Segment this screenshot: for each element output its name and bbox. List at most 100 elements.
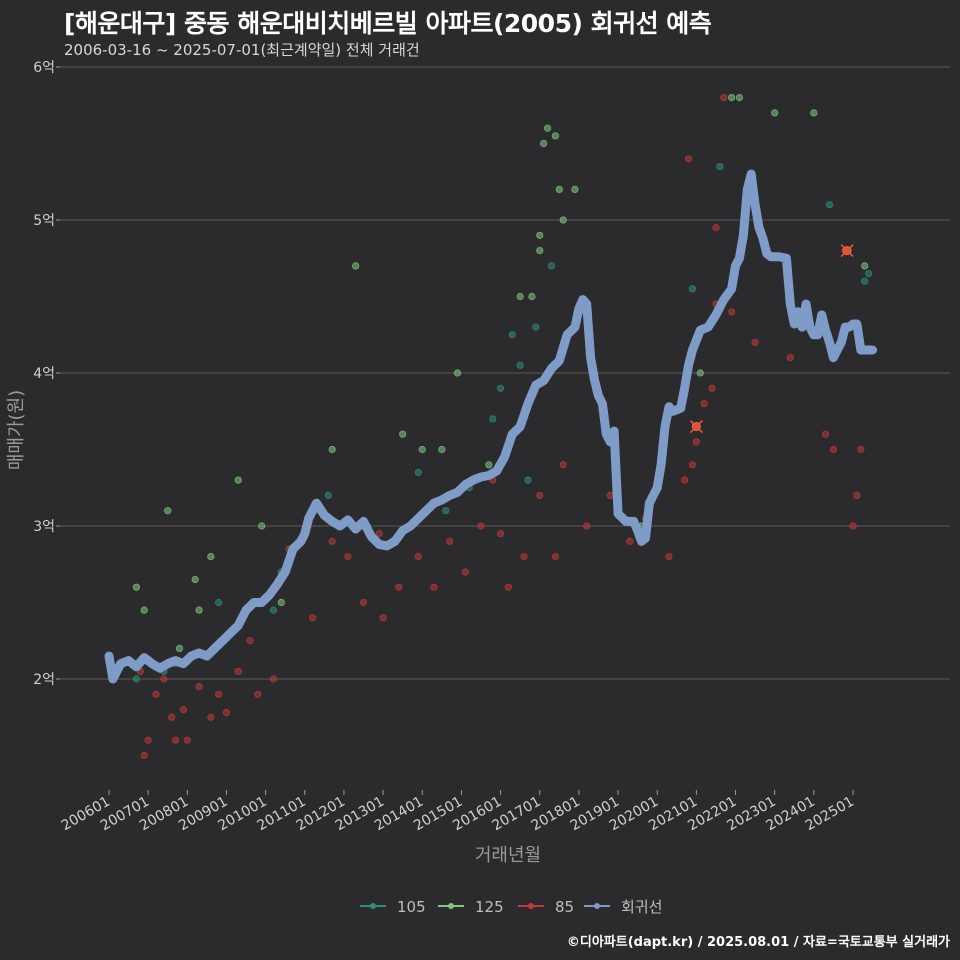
legend-swatch-dot (370, 903, 376, 909)
data-point-125 (207, 552, 215, 561)
data-point-105 (442, 507, 450, 515)
data-point-125 (195, 606, 203, 614)
data-point-125 (175, 644, 184, 653)
data-point-125 (234, 476, 242, 484)
data-point-105 (547, 262, 556, 270)
data-point-105 (269, 606, 278, 614)
data-point-85 (684, 155, 693, 163)
data-point-85 (309, 614, 317, 622)
data-point-125 (555, 185, 563, 193)
data-point-125 (735, 94, 744, 102)
data-point-125 (191, 575, 199, 584)
legend-swatch-dot (528, 903, 534, 909)
highlighted-points (689, 244, 854, 434)
regression-line (104, 169, 878, 684)
chart-title: [해운대구] 중동 해운대비치베르빌 아파트(2005) 회귀선 예측 (64, 9, 712, 38)
data-point-125 (571, 185, 579, 193)
data-point-85 (700, 399, 708, 408)
data-point-125 (418, 445, 426, 454)
data-point-85 (681, 476, 689, 484)
data-point-125 (810, 109, 818, 117)
data-point-105 (516, 361, 524, 369)
data-point-85 (195, 683, 203, 691)
data-point-125 (528, 292, 536, 301)
data-point-85 (395, 583, 403, 591)
data-point-85 (583, 522, 591, 530)
scatter-points (132, 94, 873, 760)
data-point-125 (140, 606, 148, 614)
data-point-105 (524, 476, 532, 484)
data-point-85 (430, 583, 438, 591)
data-point-85 (269, 675, 278, 683)
data-point-85 (559, 461, 567, 469)
legend: 105 125 85 회귀선 (360, 898, 662, 916)
data-point-85 (821, 430, 830, 438)
data-point-85 (857, 445, 865, 454)
data-point-85 (626, 537, 634, 545)
data-point-85 (344, 552, 352, 561)
data-point-85 (477, 522, 485, 530)
source-caption: ©디아파트(dapt.kr) / 2025.08.01 / 자료=국토교통부 실… (566, 935, 950, 950)
data-point-105 (861, 277, 869, 285)
data-point-105 (324, 491, 332, 499)
data-point-85 (222, 709, 231, 717)
data-point-125 (399, 430, 407, 438)
y-axis-label: 매매가(원) (6, 390, 27, 470)
data-point-85 (688, 461, 697, 469)
y-tick-label: 5억 (33, 213, 55, 229)
data-point-85 (536, 491, 544, 499)
x-axis-ticks: 2006012007012008012009012010012011012012… (59, 790, 857, 834)
data-point-85 (359, 598, 368, 607)
data-point-125 (277, 598, 285, 607)
x-axis-label: 거래년월 (475, 845, 541, 866)
data-point-85 (551, 552, 560, 561)
data-point-85 (446, 537, 454, 545)
highlight-x-mark (840, 244, 854, 258)
data-point-85 (152, 690, 160, 698)
data-point-85 (375, 530, 383, 538)
data-point-105 (716, 162, 724, 171)
legend-label: 회귀선 (621, 898, 662, 916)
legend-label: 85 (555, 898, 574, 916)
data-point-85 (692, 438, 700, 446)
data-point-85 (254, 690, 262, 698)
chart-subtitle: 2006-03-16 ~ 2025-07-01(최근계약일) 전체 거래건 (64, 41, 420, 59)
data-point-85 (171, 736, 180, 744)
data-point-125 (438, 445, 446, 454)
data-point-125 (164, 507, 172, 515)
grid-lines (60, 66, 950, 680)
data-point-125 (540, 139, 548, 148)
data-point-105 (532, 323, 540, 331)
y-axis-ticks: 2억 3억 4억 5억 6억 (33, 60, 60, 688)
data-point-105 (496, 384, 505, 392)
y-tick-label: 4억 (33, 366, 55, 382)
data-point-125 (536, 247, 544, 255)
data-point-85 (520, 552, 528, 561)
data-point-85 (849, 522, 857, 530)
data-point-125 (696, 369, 704, 377)
data-point-85 (786, 354, 794, 362)
data-point-85 (461, 568, 469, 576)
data-point-105 (688, 285, 697, 293)
data-point-85 (140, 751, 148, 760)
data-point-85 (328, 537, 336, 545)
data-point-105 (825, 201, 834, 209)
regression-line-path (104, 169, 878, 684)
data-point-105 (215, 598, 223, 607)
data-point-85 (168, 713, 176, 721)
data-point-85 (183, 736, 191, 744)
data-point-105 (865, 269, 873, 278)
data-point-105 (489, 415, 497, 423)
data-point-125 (861, 262, 869, 270)
data-point-125 (453, 369, 462, 377)
data-point-85 (853, 491, 861, 499)
data-point-85 (160, 675, 168, 683)
data-point-85 (708, 384, 716, 392)
data-point-85 (728, 308, 736, 316)
y-tick-label: 2억 (33, 672, 55, 688)
data-point-85 (234, 667, 242, 675)
data-point-125 (258, 522, 266, 530)
data-point-125 (132, 583, 141, 591)
y-tick-label: 3억 (33, 519, 55, 535)
